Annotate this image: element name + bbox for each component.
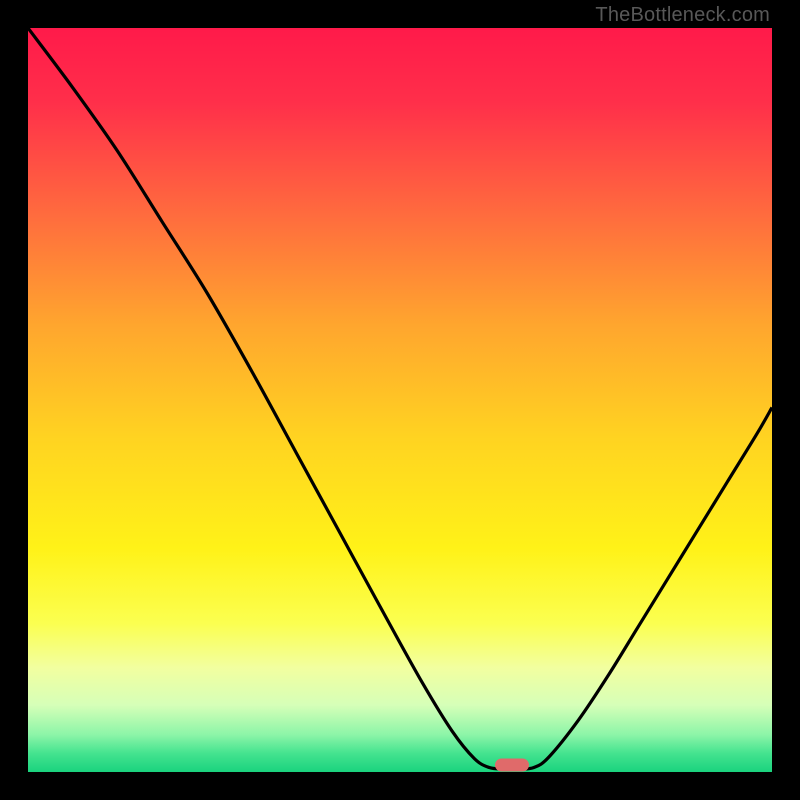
bottleneck-curve <box>28 28 772 772</box>
watermark-text: TheBottleneck.com <box>595 4 770 27</box>
optimal-marker <box>495 759 529 772</box>
plot-area <box>28 28 772 772</box>
